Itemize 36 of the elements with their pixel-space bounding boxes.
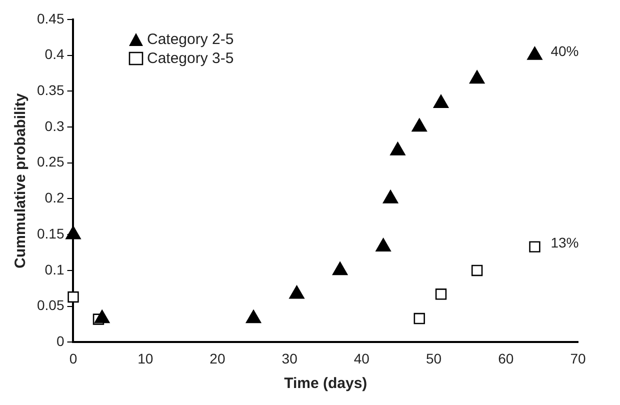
x-tick-label: 50 — [426, 350, 442, 366]
point — [66, 226, 81, 240]
point — [390, 142, 406, 156]
point — [94, 310, 110, 324]
y-axis-title: Cummulative probability — [12, 92, 30, 268]
y-tick-label: 0.1 — [44, 261, 64, 278]
x-tick-label: 10 — [138, 350, 154, 366]
x-tick-label: 70 — [570, 350, 586, 366]
y-tick-label: 0.15 — [37, 225, 64, 242]
y-tick-label: 0.05 — [37, 297, 64, 314]
x-tick-label: 30 — [282, 350, 298, 366]
annotation: 40% — [550, 43, 579, 60]
y-tick-label: 0.35 — [37, 82, 64, 98]
legend-label: Category 3-5 — [147, 49, 234, 68]
x-tick-label: 0 — [69, 350, 78, 366]
y-tick-label: 0 — [56, 333, 64, 350]
y-tick-label: 0.4 — [44, 46, 64, 62]
point — [469, 70, 485, 84]
y-tick-label: 0.3 — [44, 118, 64, 134]
x-tick-label: 40 — [354, 350, 370, 366]
point — [527, 46, 542, 60]
legend-label: Category 2-5 — [147, 30, 234, 49]
y-tick-label: 0.45 — [37, 10, 64, 26]
point — [376, 238, 391, 252]
x-tick-label: 60 — [498, 350, 514, 366]
point — [433, 94, 449, 108]
x-tick-label: 20 — [210, 350, 226, 366]
point — [382, 190, 398, 204]
point — [412, 118, 427, 132]
point — [332, 262, 348, 276]
annotation: 13% — [550, 234, 579, 251]
y-tick-label: 0.25 — [37, 154, 64, 170]
point — [289, 285, 304, 299]
y-tick-label: 0.2 — [44, 190, 64, 206]
point — [246, 310, 262, 324]
x-axis-title: Time (days) — [284, 375, 368, 392]
